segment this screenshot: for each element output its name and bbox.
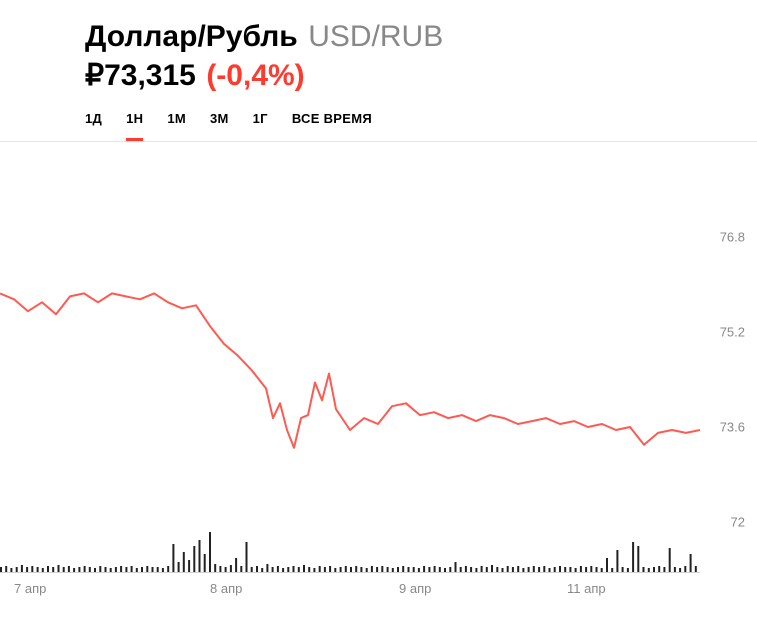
title-row: Доллар/Рубль USD/RUB [85, 20, 757, 54]
y-axis-label: 76.8 [720, 230, 745, 245]
y-axis-label: 73.6 [720, 420, 745, 435]
x-axis: 7 апр 8 апр 9 апр 11 апр [0, 572, 700, 602]
y-axis-label: 72 [731, 515, 745, 530]
volume-bars-svg [0, 522, 700, 572]
price-row: ₽73,315 (-0,4%) [85, 58, 757, 93]
x-axis-label: 8 апр [210, 581, 242, 596]
timeframe-tab-ВСЕ ВРЕМЯ[interactable]: ВСЕ ВРЕМЯ [292, 111, 372, 141]
x-axis-label: 9 апр [399, 581, 431, 596]
price-change-percent: (-0,4%) [206, 59, 304, 92]
instrument-symbol: USD/RUB [308, 20, 443, 53]
timeframe-tab-1Г[interactable]: 1Г [253, 111, 268, 141]
timeframe-tabs: 1Д 1Н 1М 3М 1Г ВСЕ ВРЕМЯ [0, 111, 757, 142]
timeframe-tab-1М[interactable]: 1М [167, 111, 186, 141]
x-axis-label: 7 апр [14, 581, 46, 596]
volume-chart [0, 522, 700, 572]
y-axis-label: 75.2 [720, 325, 745, 340]
chart-header: Доллар/Рубль USD/RUB ₽73,315 (-0,4%) 1Д1… [0, 0, 757, 142]
timeframe-tab-1Д[interactable]: 1Д [85, 111, 102, 141]
line-chart-svg [0, 142, 700, 522]
price-chart[interactable]: 7273.675.276.8 [0, 142, 757, 522]
instrument-name-native: Доллар/Рубль [85, 20, 298, 53]
timeframe-tab-1Н[interactable]: 1Н [126, 111, 143, 141]
current-price: ₽73,315 [85, 59, 196, 92]
timeframe-tab-3М[interactable]: 3М [210, 111, 229, 141]
x-axis-label: 11 апр [567, 581, 606, 596]
